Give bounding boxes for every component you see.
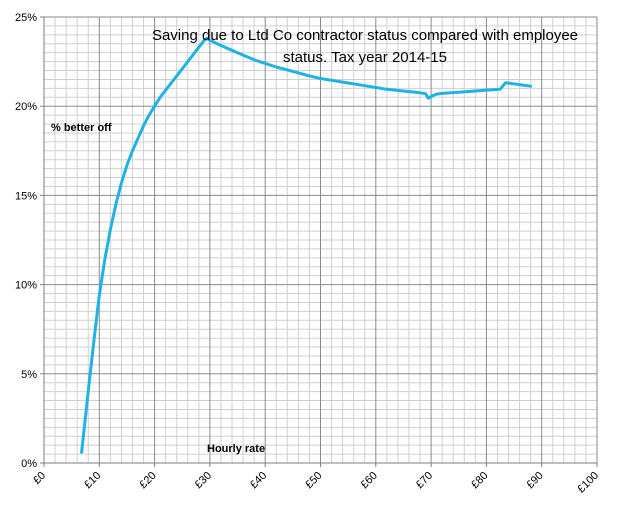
series-line [80,36,533,454]
x-tick-label: £80 [469,470,490,491]
major-gridlines [44,16,598,463]
series-layer [80,36,533,454]
x-tick-label: £60 [358,470,379,491]
x-tick-label: £70 [414,470,435,491]
y-tick-label: 20% [15,101,37,113]
x-tick-label: £20 [137,470,158,491]
chart-title-line-2: status. Tax year 2014-15 [283,49,447,66]
x-tick-label: £0 [31,470,48,487]
x-tick-label: £10 [82,470,103,491]
y-tick-label: 10% [15,280,37,292]
x-tick-label: £40 [248,470,269,491]
x-tick-label: £30 [193,470,214,491]
y-tick-label: 25% [15,12,37,24]
chart-title-line-1: Saving due to Ltd Co contractor status c… [152,27,578,44]
y-tick-label: 0% [21,458,37,470]
x-tick-labels: £0 £10 £20 £30 £40 £50 £60 £70 £80 £90 £100 [31,463,601,495]
x-tick-label: £50 [303,470,324,491]
x-tick-label: £100 [575,470,601,496]
y-tick-labels: 0% 5% 10% 15% 20% 25% [15,12,44,470]
y-axis-title: % better off [51,122,112,134]
y-tick-label: 15% [15,190,37,202]
x-axis-title: Hourly rate [207,443,265,455]
x-tick-label: £90 [524,470,545,491]
y-tick-label: 5% [21,369,37,381]
